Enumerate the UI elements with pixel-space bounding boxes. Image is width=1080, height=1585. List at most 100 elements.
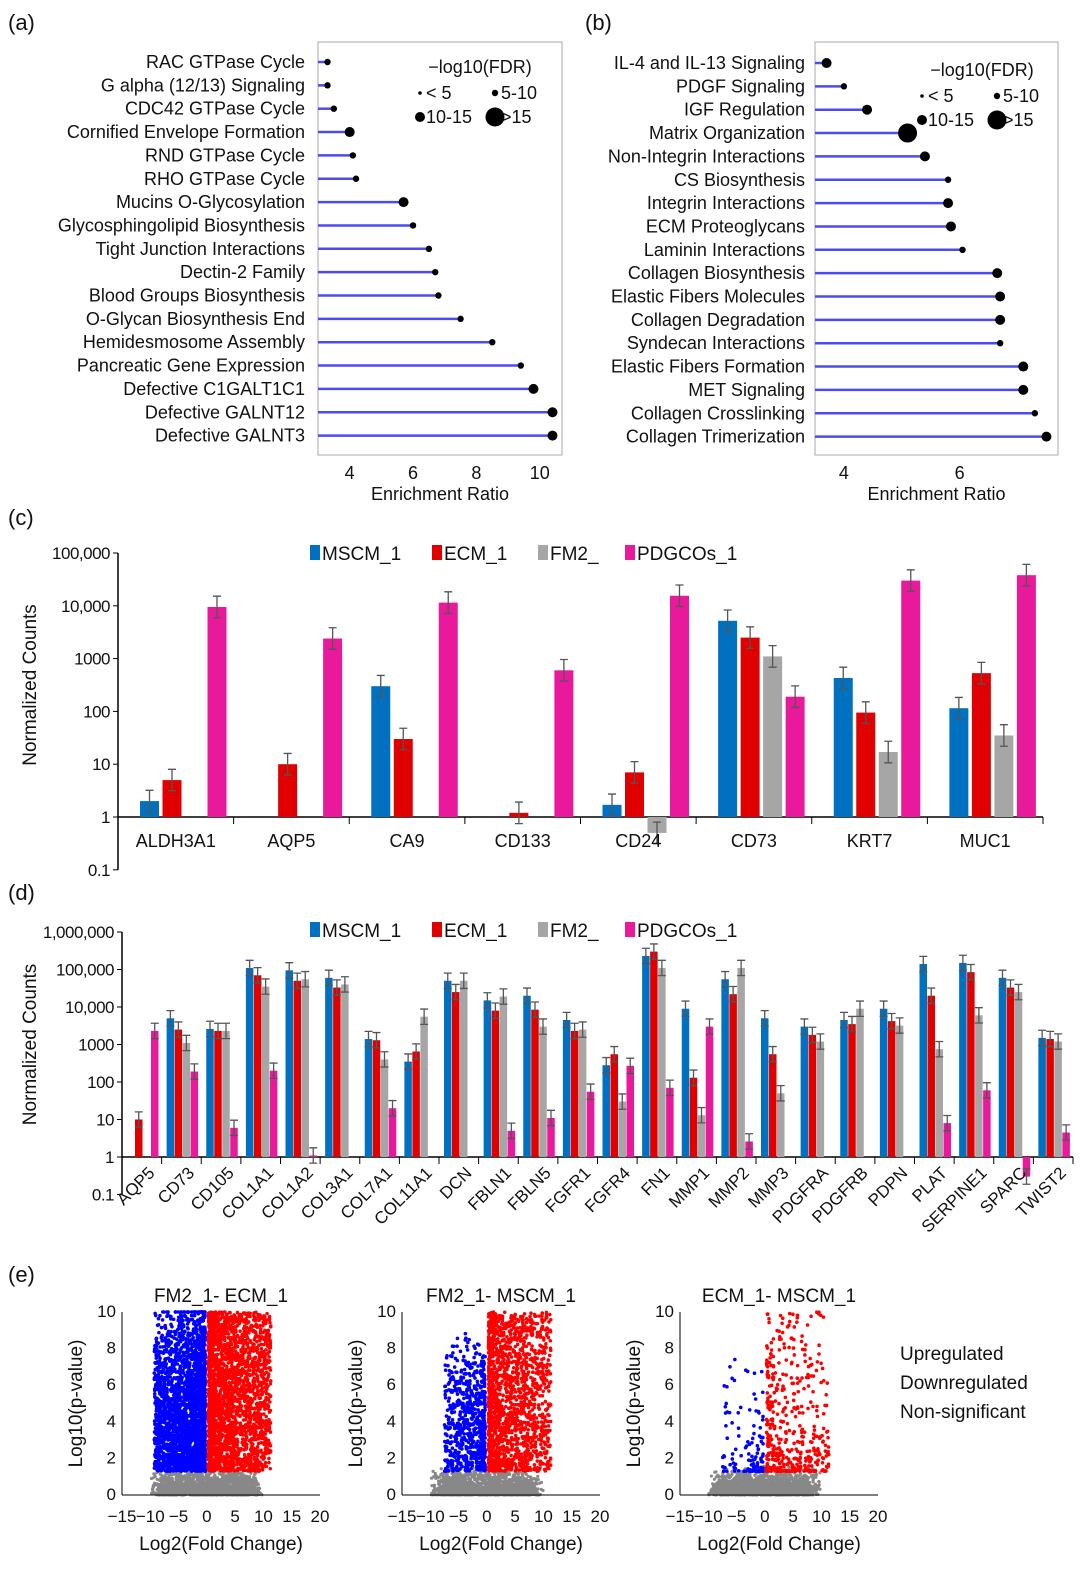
- error-bar: [324, 969, 333, 987]
- point-non-significant: [219, 1490, 223, 1494]
- point-downregulated: [203, 1337, 207, 1342]
- point-non-significant: [220, 1477, 224, 1481]
- error-bar: [760, 1009, 769, 1027]
- point-downregulated: [164, 1393, 169, 1397]
- point-downregulated: [172, 1336, 177, 1340]
- lollipop-dot: [324, 58, 331, 66]
- category-label: Tight Junction Interactions: [96, 239, 305, 259]
- bar-ECM_1: [135, 1119, 143, 1157]
- error-bar: [222, 1022, 230, 1040]
- legend-label: ECM_1: [444, 921, 507, 942]
- point-downregulated: [159, 1370, 164, 1375]
- point-downregulated: [173, 1376, 178, 1380]
- bar-ECM_1: [333, 987, 341, 1157]
- point-non-significant: [245, 1476, 249, 1480]
- point-downregulated: [167, 1457, 171, 1461]
- bar-MSCM_1: [949, 708, 969, 817]
- bar-FM2_: [420, 1016, 428, 1157]
- category-label: MET Signaling: [688, 380, 805, 400]
- error-bar: [547, 1109, 555, 1127]
- point-non-significant: [167, 1477, 171, 1481]
- category-label: PDGF Signaling: [676, 76, 805, 96]
- point-non-significant: [162, 1488, 167, 1492]
- point-downregulated: [154, 1432, 159, 1437]
- point-downregulated: [168, 1352, 173, 1357]
- error-bar: [293, 972, 302, 990]
- category-label: MUC1: [960, 831, 1011, 851]
- point-downregulated: [171, 1458, 175, 1463]
- error-bar: [768, 1045, 777, 1063]
- point-downregulated: [202, 1393, 207, 1398]
- bar-ECM_1: [570, 1030, 579, 1157]
- x-tick-label: 6: [408, 463, 418, 483]
- bar-PDGCOs_1: [1016, 575, 1036, 817]
- bar-FM2_: [816, 1041, 825, 1157]
- error-bar: [570, 1022, 579, 1040]
- point-downregulated: [183, 1467, 188, 1471]
- point-downregulated: [165, 1314, 169, 1319]
- point-downregulated: [182, 1365, 187, 1370]
- point-downregulated: [189, 1435, 194, 1440]
- error-bar: [562, 1011, 571, 1029]
- panel-label: (d): [8, 880, 35, 905]
- category-label: FBLN1: [464, 1163, 515, 1214]
- point-downregulated: [177, 1468, 182, 1473]
- point-downregulated: [181, 1324, 186, 1329]
- point-non-significant: [231, 1473, 235, 1478]
- error-bar: [641, 947, 650, 965]
- point-non-significant: [215, 1486, 220, 1490]
- category-label: AQP5: [267, 831, 315, 851]
- error-bar: [1022, 563, 1031, 587]
- lollipop-dot: [840, 83, 848, 90]
- point-downregulated: [155, 1407, 159, 1412]
- point-downregulated: [189, 1380, 194, 1385]
- point-non-significant: [175, 1479, 179, 1483]
- point-downregulated: [166, 1399, 171, 1404]
- point-non-significant: [184, 1489, 188, 1493]
- bar-FM2_: [261, 986, 270, 1157]
- error-bar: [285, 962, 294, 979]
- point-downregulated: [154, 1454, 159, 1458]
- error-bar: [134, 1111, 143, 1128]
- error-bar: [1054, 1033, 1063, 1050]
- point-downregulated: [185, 1356, 190, 1360]
- point-downregulated: [178, 1459, 182, 1464]
- point-downregulated: [190, 1384, 194, 1388]
- point-downregulated: [160, 1318, 165, 1322]
- point-downregulated: [154, 1398, 158, 1403]
- error-bar: [459, 972, 468, 990]
- point-downregulated: [183, 1413, 187, 1418]
- x-tick-label: 10: [530, 463, 550, 483]
- legend-label: FM2_: [550, 544, 599, 565]
- bar-PDGCOs_1: [151, 1030, 159, 1157]
- point-non-significant: [224, 1485, 228, 1489]
- category-label: ECM Proteoglycans: [646, 216, 805, 236]
- bar-ECM_1: [1046, 1039, 1054, 1157]
- point-non-significant: [151, 1486, 155, 1491]
- point-downregulated: [160, 1345, 165, 1349]
- bar-ECM_1: [278, 764, 298, 817]
- point-downregulated: [163, 1409, 167, 1413]
- bar-PDGCOs_1: [1062, 1132, 1070, 1157]
- point-downregulated: [153, 1463, 157, 1467]
- error-bar: [721, 970, 730, 988]
- point-downregulated: [166, 1338, 171, 1342]
- point-downregulated: [194, 1417, 198, 1422]
- point-downregulated: [156, 1316, 161, 1321]
- point-downregulated: [164, 1370, 169, 1375]
- point-non-significant: [217, 1472, 221, 1476]
- bar-MSCM_1: [285, 970, 293, 1157]
- error-bar: [340, 976, 349, 993]
- error-bar: [816, 1033, 825, 1050]
- point-non-significant: [233, 1477, 237, 1481]
- point-downregulated: [171, 1365, 175, 1370]
- point-downregulated: [154, 1459, 159, 1464]
- category-label: MMP2: [705, 1163, 753, 1211]
- point-downregulated: [196, 1319, 200, 1324]
- point-downregulated: [187, 1394, 191, 1398]
- point-downregulated: [156, 1428, 161, 1433]
- error-bar: [689, 1069, 698, 1087]
- error-bar: [879, 1000, 888, 1018]
